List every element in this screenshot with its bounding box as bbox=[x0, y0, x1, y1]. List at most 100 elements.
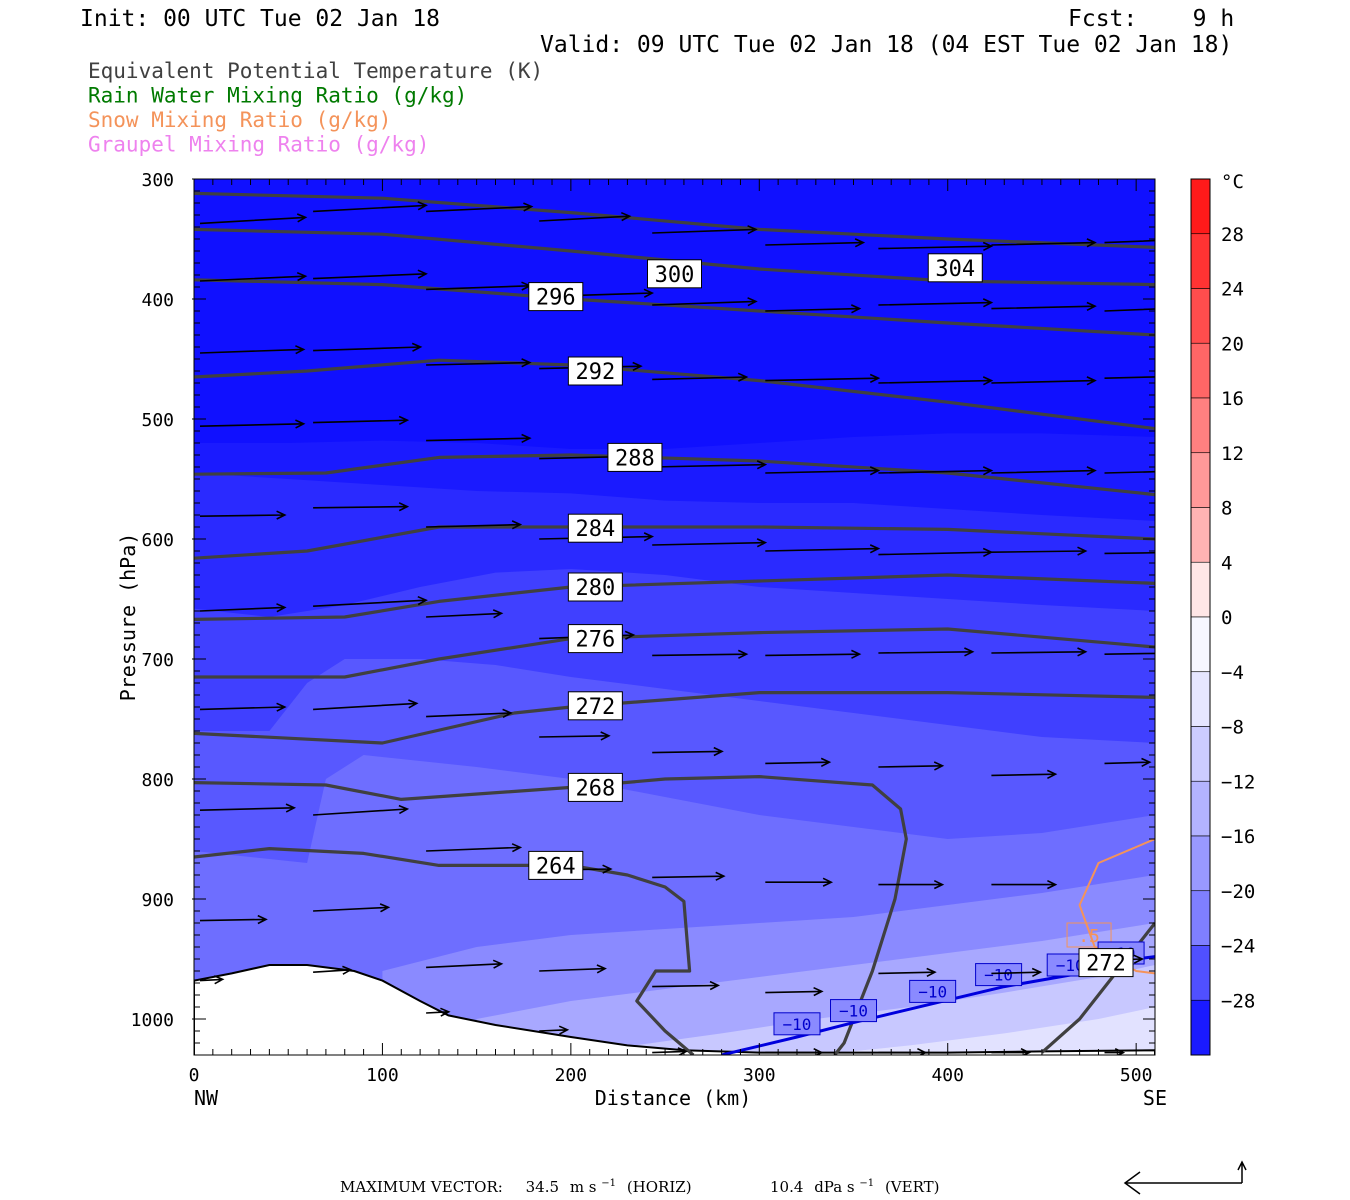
y-axis-label: Pressure (hPa) bbox=[116, 533, 140, 702]
contour-label-box-10 bbox=[528, 850, 584, 880]
wind-arrow-58 bbox=[652, 746, 724, 757]
x-tick-label-5: 500 bbox=[1120, 1065, 1153, 1086]
colorbar-swatch-7 bbox=[1190, 561, 1211, 618]
isotherm-label-box-1 bbox=[830, 999, 878, 1023]
colorbar-swatch-12 bbox=[1190, 835, 1211, 892]
theta-e-contour-9 bbox=[194, 775, 908, 1055]
wind-arrow-88 bbox=[1104, 1047, 1126, 1055]
valid-time: Valid: 09 UTC Tue 02 Jan 18 (04 EST Tue … bbox=[540, 32, 1232, 58]
colorbar-label-11: −16 bbox=[1221, 826, 1255, 848]
contour-label-6: 280 bbox=[575, 576, 615, 601]
y-tick-label-5: 800 bbox=[141, 770, 174, 791]
wind-arrow-6 bbox=[878, 241, 994, 252]
contour-label-1: 300 bbox=[655, 263, 695, 288]
colorbar-swatch-0 bbox=[1190, 178, 1211, 235]
y-tick-label-6: 900 bbox=[141, 890, 174, 911]
contour-label-8: 272 bbox=[575, 695, 615, 720]
wind-arrow-34 bbox=[991, 466, 1097, 476]
x-tick-label-1: 100 bbox=[366, 1065, 399, 1086]
y-tick-label-2: 500 bbox=[141, 410, 174, 431]
max-vector-label: MAXIMUM VECTOR: bbox=[340, 1178, 503, 1196]
wind-arrow-37 bbox=[313, 502, 410, 512]
contour-label-4: 288 bbox=[615, 446, 655, 471]
y-axis: 300 400 500 600 700 800 900 1000 bbox=[131, 170, 1155, 1056]
wind-arrow-55 bbox=[313, 699, 419, 711]
wind-arrow-70 bbox=[991, 879, 1058, 890]
wind-arrow-27 bbox=[199, 419, 306, 429]
wind-arrow-22 bbox=[652, 372, 749, 382]
wind-arrow-57 bbox=[539, 731, 611, 741]
legend-entry-0: Equivalent Potential Temperature (K) bbox=[88, 59, 543, 83]
colorbar-swatch-10 bbox=[1190, 726, 1211, 782]
snow-label-box bbox=[1066, 922, 1112, 948]
colorbar-frame bbox=[1190, 178, 1211, 1056]
colorbar-label-4: 12 bbox=[1221, 443, 1244, 465]
plot-area: .5 −10−10−10−10−10−10 304300296292288284… bbox=[194, 179, 1155, 1055]
contour-label-2: 296 bbox=[536, 286, 576, 311]
colorbar-swatch-5 bbox=[1190, 452, 1211, 508]
snow-contour: .5 bbox=[1066, 838, 1155, 975]
wind-arrow-65 bbox=[426, 843, 523, 853]
wind-arrow-0 bbox=[199, 213, 308, 225]
wind-arrow-5 bbox=[765, 238, 866, 248]
wind-arrow-10 bbox=[313, 269, 428, 280]
colorbar-label-6: 4 bbox=[1221, 552, 1232, 574]
colorbar-label-14: −28 bbox=[1221, 990, 1255, 1012]
wind-arrow-71 bbox=[199, 914, 268, 925]
wind-arrow-43 bbox=[991, 546, 1088, 556]
wind-arrow-31 bbox=[652, 460, 768, 470]
colorbar-swatch-4 bbox=[1190, 397, 1211, 454]
colorbar-label-3: 16 bbox=[1221, 388, 1244, 410]
wind-arrow-45 bbox=[199, 603, 287, 613]
wind-arrow-33 bbox=[878, 466, 994, 476]
wind-arrow-2 bbox=[426, 202, 534, 213]
wind-arrow-47 bbox=[426, 609, 504, 619]
y-tick-label-0: 300 bbox=[141, 170, 174, 191]
wind-arrow-53 bbox=[1104, 652, 1155, 655]
horiz-value: 34.5 bbox=[526, 1178, 559, 1196]
wind-arrow-49 bbox=[652, 649, 749, 659]
colorbar-label-9: −8 bbox=[1221, 717, 1244, 739]
isotherm-label-box-2 bbox=[909, 979, 957, 1003]
isotherm-label-box-3 bbox=[975, 963, 1023, 987]
wind-arrow-41 bbox=[765, 544, 881, 554]
wind-arrow-73 bbox=[426, 959, 504, 969]
wind-arrow-74 bbox=[539, 964, 607, 974]
legend-entry-2: Snow Mixing Ratio (g/kg) bbox=[88, 108, 391, 132]
contour-label-7: 276 bbox=[575, 628, 615, 653]
contour-labels: 304 300 296 292 288 284 280 276 272 268 264 272 bbox=[528, 253, 1134, 978]
contour-label-0: 304 bbox=[935, 257, 975, 282]
wind-arrow-40 bbox=[652, 538, 768, 548]
wind-arrow-28 bbox=[313, 415, 410, 426]
vert-unit: dPa s bbox=[814, 1178, 854, 1196]
forecast-hour: Fcst: 9 h bbox=[1068, 6, 1234, 32]
colorbar-swatch-8 bbox=[1190, 616, 1211, 673]
contour-label-11: 272 bbox=[1086, 952, 1126, 977]
isotherm-label-0: −10 bbox=[783, 1015, 812, 1034]
wind-arrow-82 bbox=[426, 1007, 451, 1017]
isotherm-label-2: −10 bbox=[918, 982, 947, 1001]
contour-label-3: 292 bbox=[575, 360, 615, 385]
wind-arrow-35 bbox=[1104, 470, 1155, 474]
plot-frame bbox=[193, 178, 1156, 1056]
wind-arrow-20 bbox=[426, 358, 532, 368]
x-axis-label: Distance (km) bbox=[595, 1086, 752, 1110]
horiz-tag: (HORIZ) bbox=[627, 1178, 692, 1196]
theta-e-contour-4 bbox=[194, 453, 1155, 497]
wind-arrow-75 bbox=[652, 980, 721, 991]
colorbar-label-7: 0 bbox=[1221, 607, 1232, 629]
isotherm-label-3: −10 bbox=[984, 966, 1013, 985]
legend-entry-1: Rain Water Mixing Ratio (g/kg) bbox=[88, 84, 467, 108]
wind-arrow-60 bbox=[878, 761, 945, 771]
wind-arrow-78 bbox=[991, 967, 1043, 978]
y-tick-label-1: 400 bbox=[141, 290, 174, 311]
contour-label-box-2 bbox=[528, 282, 584, 312]
wind-arrow-25 bbox=[991, 376, 1097, 386]
temp-band-8 bbox=[815, 1007, 1155, 1055]
legend-entry-3: Graupel Mixing Ratio (g/kg) bbox=[88, 133, 429, 157]
wind-arrow-36 bbox=[199, 510, 287, 520]
contour-label-box-3 bbox=[567, 356, 623, 386]
wind-arrow-64 bbox=[313, 804, 410, 816]
wind-arrow-44 bbox=[1104, 551, 1155, 555]
wind-arrow-23 bbox=[765, 373, 881, 384]
